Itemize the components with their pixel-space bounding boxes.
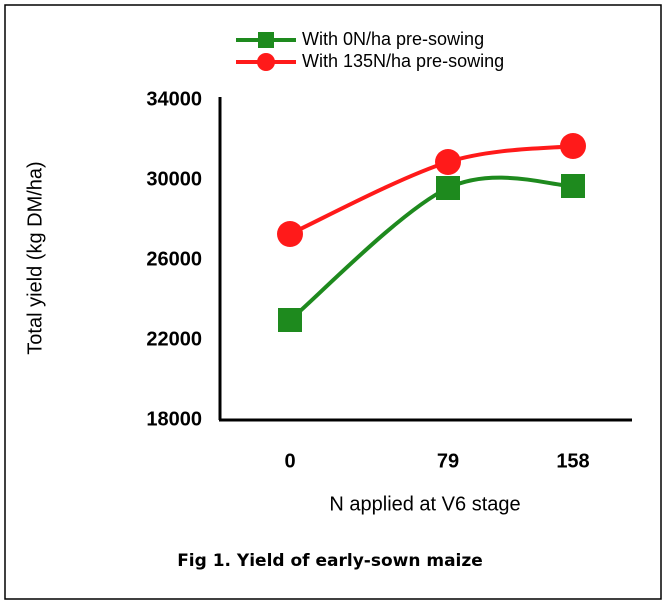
point — [436, 176, 460, 200]
y-tick-label: 34000 — [146, 88, 202, 110]
y-tick-label: 26000 — [146, 248, 202, 270]
point — [561, 174, 585, 198]
y-tick-label: 30000 — [146, 168, 202, 190]
x-tick-label: 79 — [437, 450, 459, 472]
legend-label: With 135N/ha pre-sowing — [302, 51, 504, 71]
legend-marker — [257, 53, 275, 71]
legend-label: With 0N/ha pre-sowing — [302, 29, 484, 49]
x-tick-label: 0 — [284, 450, 295, 472]
point — [278, 308, 302, 332]
series-line — [288, 175, 574, 322]
x-tick-label: 158 — [556, 450, 589, 472]
x-axis-title: N applied at V6 stage — [329, 493, 520, 515]
frame — [4, 4, 662, 600]
y-tick-label: 18000 — [146, 408, 202, 430]
y-axis-title: Total yield (kg DM/ha) — [24, 161, 46, 354]
y-tick-label: 22000 — [146, 328, 202, 350]
point — [277, 221, 303, 247]
series-line — [289, 144, 574, 236]
caption: Fig 1. Yield of early-sown maize — [177, 551, 483, 571]
point — [560, 133, 586, 159]
legend-marker — [258, 32, 274, 48]
point — [435, 149, 461, 175]
